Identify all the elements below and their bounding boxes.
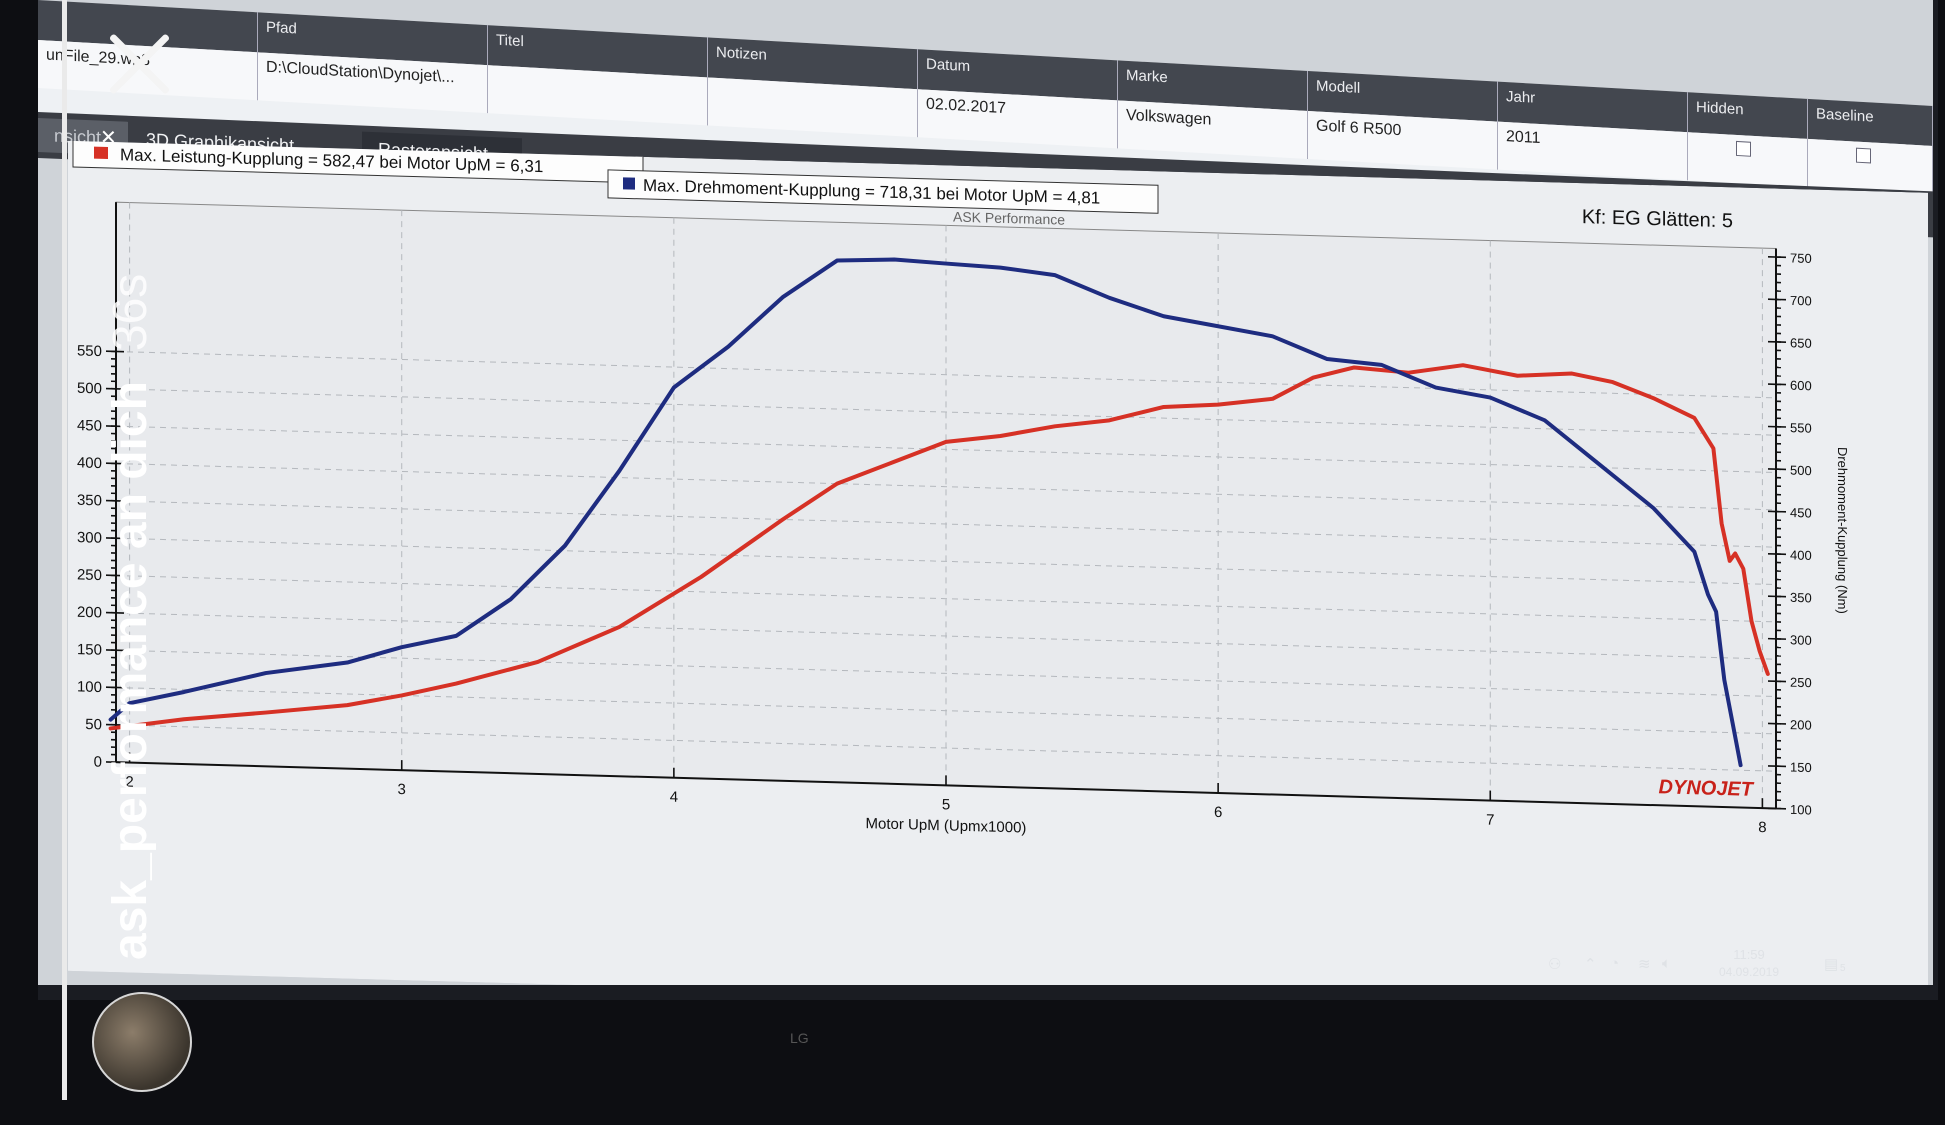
y-left-tick-label: 450 xyxy=(77,417,102,435)
series xyxy=(108,257,1770,768)
col-header-baseline[interactable]: Baseline xyxy=(1808,98,1933,146)
grid-line-y xyxy=(116,575,1776,623)
tick-labels: 2 3 4 5 6 7 8 0 50 100 150 200 250 300 350 400 450 500 550… xyxy=(77,250,1812,836)
network-icon[interactable]: ◔ xyxy=(1610,955,1620,972)
y-right-tick-label: 100 xyxy=(1790,802,1812,818)
x-tick-label: 7 xyxy=(1486,811,1494,828)
y-right-tick-label: 400 xyxy=(1790,547,1812,563)
y-left-tick-label: 0 xyxy=(94,754,102,771)
y-right-tick-label: 200 xyxy=(1790,717,1812,733)
y-right-tick-label: 450 xyxy=(1790,505,1812,521)
y-left-tick-label: 100 xyxy=(77,678,102,696)
grid-line-y xyxy=(116,463,1776,511)
cell-hidden xyxy=(1688,132,1808,187)
volume-icon[interactable]: 🔈︎ xyxy=(1662,955,1672,972)
grid-line-y xyxy=(116,351,1776,399)
people-icon[interactable]: ⚇ xyxy=(1548,956,1562,973)
power-series-line xyxy=(108,363,1770,731)
cell-make: Volkswagen xyxy=(1118,100,1308,160)
x-tick-label: 8 xyxy=(1758,819,1766,836)
clock-date[interactable]: 04.09.2019 xyxy=(1718,965,1780,979)
dynojet-window: Pfad Titel Notizen Datum Marke Modell Ja… xyxy=(38,0,1933,985)
y-right-tick-label: 750 xyxy=(1790,250,1812,266)
cell-baseline xyxy=(1808,138,1933,194)
y-right-tick-label: 600 xyxy=(1790,378,1812,394)
y-right-tick-label: 700 xyxy=(1790,293,1812,309)
story-header: ask_performance an dich 36s xyxy=(100,120,160,960)
grid-line-y xyxy=(116,500,1776,548)
smoothing-label: Kf: EG Glätten: 5 xyxy=(1582,206,1733,232)
x-tick-label: 4 xyxy=(670,789,678,806)
y-right-tick-label: 250 xyxy=(1790,675,1812,691)
torque-series-line xyxy=(108,257,1743,768)
y-right-axis-title: Drehmoment-Kupplung (Nm) xyxy=(1835,447,1850,614)
windows-taskbar: ⚇ ⌃ ◔ ≋ 🔈︎ 11:59 04.09.2019 ▤ 5 xyxy=(1528,945,1928,985)
y-left-tick-label: 200 xyxy=(77,604,102,622)
story-progress-bar xyxy=(62,0,67,1100)
grid-line-y xyxy=(116,649,1776,698)
y-left-tick-label: 550 xyxy=(77,342,102,360)
y-right-tick-label: 150 xyxy=(1790,760,1812,776)
wifi-icon[interactable]: ≋ xyxy=(1638,956,1651,973)
monitor: Pfad Titel Notizen Datum Marke Modell Ja… xyxy=(38,0,1938,1000)
dynojet-logo: DYNOJET xyxy=(1659,776,1755,801)
chart-subtitle: ASK Performance xyxy=(953,209,1065,228)
y-left-tick-label: 50 xyxy=(85,716,102,733)
dyno-chart: 2 3 4 5 6 7 8050100150200250300350400450500550… xyxy=(68,140,1928,985)
y-right-tick-label: 350 xyxy=(1790,590,1812,606)
cell-date: 02.02.2017 xyxy=(918,89,1118,149)
baseline-checkbox[interactable] xyxy=(1856,147,1871,164)
y-right-tick-label: 650 xyxy=(1790,335,1812,351)
avatar[interactable] xyxy=(92,992,192,1092)
x-axis-title: Motor UpM (Upmx1000) xyxy=(866,815,1027,836)
grid-line-y xyxy=(116,425,1776,474)
x-tick-label: 5 xyxy=(942,796,950,813)
y-left-tick-label: 400 xyxy=(77,454,102,472)
x-tick-label: 2 xyxy=(125,773,133,790)
y-left-tick-label: 300 xyxy=(77,529,102,547)
grid-line-y xyxy=(116,724,1776,772)
grid xyxy=(116,202,1776,810)
monitor-logo: LG xyxy=(790,1030,809,1046)
notification-count: 5 xyxy=(1840,963,1846,974)
chevron-up-icon[interactable]: ⌃ xyxy=(1584,956,1597,973)
cell-year: 2011 xyxy=(1498,121,1688,181)
col-header-hidden[interactable]: Hidden xyxy=(1688,92,1808,139)
y-left-tick-label: 250 xyxy=(77,566,102,584)
grid-line-y xyxy=(116,612,1776,660)
y-right-tick-label: 300 xyxy=(1790,632,1812,648)
hidden-checkbox[interactable] xyxy=(1736,140,1751,157)
notification-icon[interactable]: ▤ xyxy=(1824,956,1839,973)
story-username[interactable]: ask_performance an dich xyxy=(103,381,157,960)
grid-line-y xyxy=(116,537,1776,586)
legend-torque-swatch xyxy=(623,177,635,190)
y-left-tick-label: 500 xyxy=(77,380,102,398)
x-tick-label: 3 xyxy=(398,781,406,798)
grid-line-y xyxy=(116,388,1776,436)
legend: Max. Leistung-Kupplung = 582,47 bei Moto… xyxy=(72,140,1159,214)
y-left-tick-label: 350 xyxy=(77,492,102,510)
clock-time[interactable]: 11:59 xyxy=(1733,947,1765,962)
y-right-tick-label: 500 xyxy=(1790,463,1812,479)
legend-power-swatch xyxy=(94,146,108,159)
legend-item-torque-box[interactable] xyxy=(607,169,1159,214)
cell-model: Golf 6 R500 xyxy=(1308,111,1498,170)
close-icon[interactable] xyxy=(105,30,173,98)
y-right-tick-label: 550 xyxy=(1790,420,1812,436)
x-tick-label: 6 xyxy=(1214,804,1222,821)
y-left-tick-label: 150 xyxy=(77,641,102,659)
story-timestamp: 36s xyxy=(103,273,157,352)
